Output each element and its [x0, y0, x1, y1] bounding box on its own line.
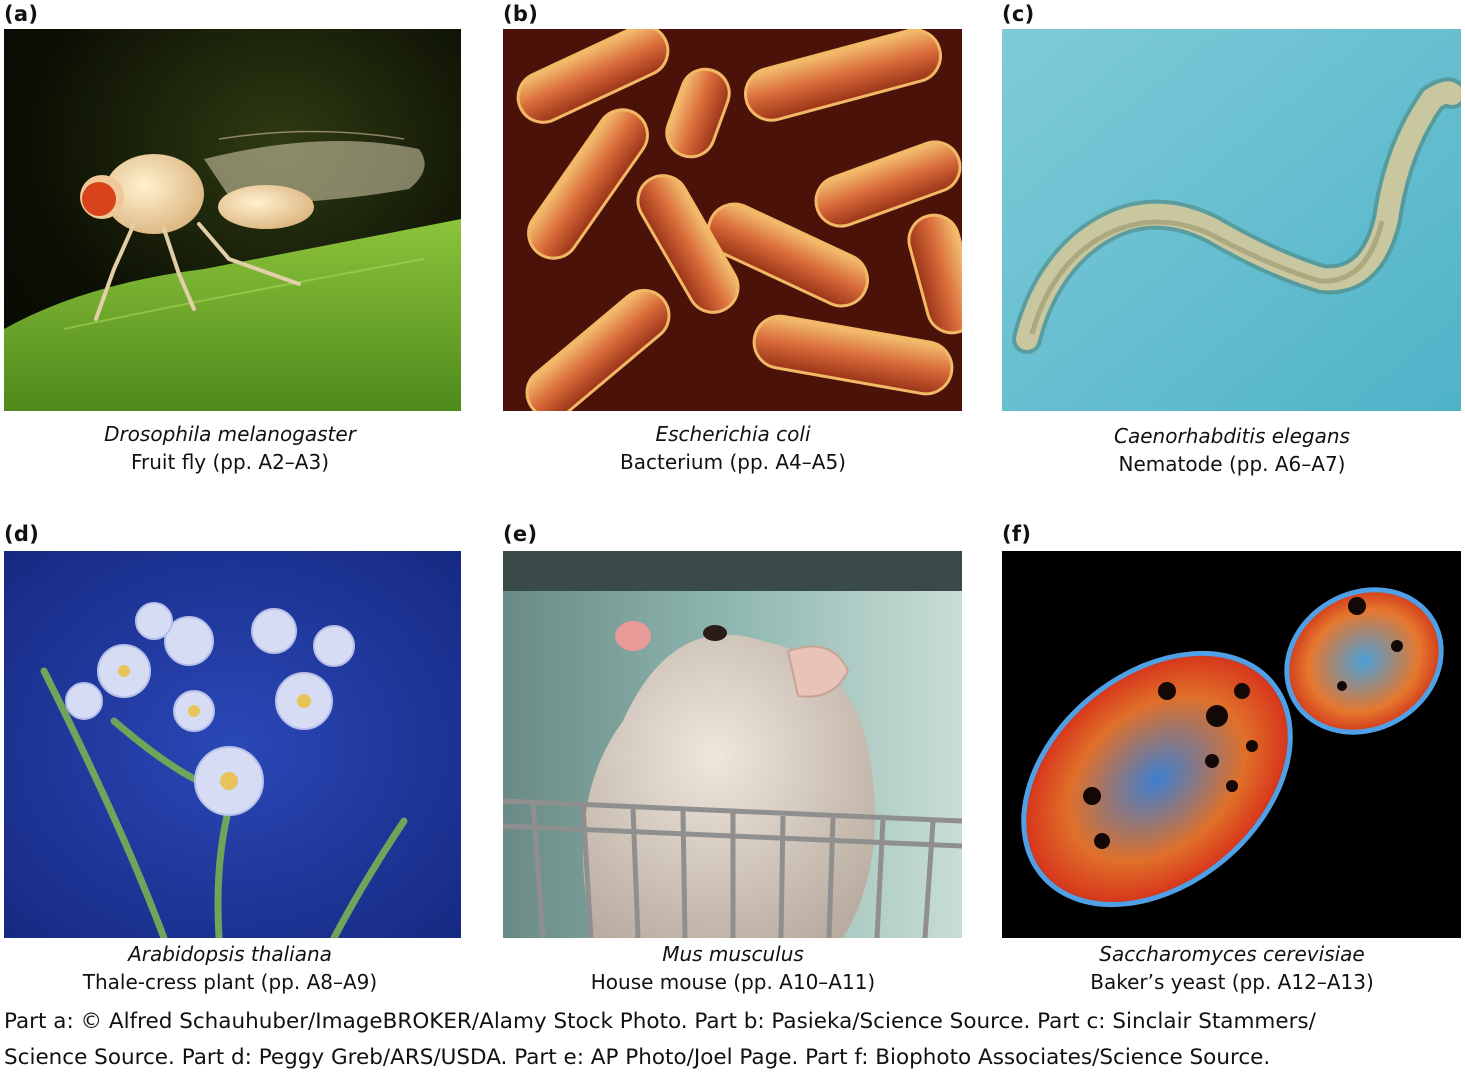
mouse-photo — [503, 551, 962, 938]
common-name: Fruit fly (pp. A2–A3) — [130, 450, 330, 474]
panel-label-a: (a) — [4, 2, 39, 26]
caption-c: Caenorhabditis elegans Nematode (pp. A6–… — [1002, 422, 1462, 478]
common-name: Baker’s yeast (pp. A12–A13) — [1090, 970, 1374, 994]
credits-line-1: Part a: © Alfred Schauhuber/ImageBROKER/… — [4, 1009, 1316, 1034]
panel-label-f: (f) — [1002, 522, 1032, 546]
nematode-photo — [1002, 29, 1461, 411]
scientific-name: Saccharomyces cerevisiae — [1099, 942, 1365, 966]
common-name: Nematode (pp. A6–A7) — [1118, 452, 1346, 476]
common-name: Thale-cress plant (pp. A8–A9) — [82, 970, 378, 994]
photo-credits: Part a: © Alfred Schauhuber/ImageBROKER/… — [4, 1004, 1464, 1076]
bacteria-photo — [503, 29, 962, 411]
scientific-name: Mus musculus — [662, 942, 804, 966]
yeast-photo — [1002, 551, 1461, 938]
caption-e: Mus musculus House mouse (pp. A10–A11) — [503, 940, 963, 996]
caption-b: Escherichia coli Bacterium (pp. A4–A5) — [503, 420, 963, 476]
common-name: House mouse (pp. A10–A11) — [590, 970, 876, 994]
scientific-name: Drosophila melanogaster — [104, 422, 356, 446]
credits-line-2: Science Source. Part d: Peggy Greb/ARS/U… — [4, 1045, 1271, 1070]
arabidopsis-photo — [4, 551, 461, 938]
panel-label-c: (c) — [1002, 2, 1035, 26]
scientific-name: Caenorhabditis elegans — [1114, 424, 1350, 448]
scientific-name: Arabidopsis thaliana — [128, 942, 332, 966]
panel-label-b: (b) — [503, 2, 539, 26]
caption-a: Drosophila melanogaster Fruit fly (pp. A… — [0, 420, 460, 476]
panel-label-d: (d) — [4, 522, 40, 546]
scientific-name: Escherichia coli — [655, 422, 811, 446]
fruit-fly-photo — [4, 29, 461, 411]
caption-d: Arabidopsis thaliana Thale-cress plant (… — [0, 940, 460, 996]
panel-label-e: (e) — [503, 522, 538, 546]
common-name: Bacterium (pp. A4–A5) — [620, 450, 846, 474]
caption-f: Saccharomyces cerevisiae Baker’s yeast (… — [1002, 940, 1462, 996]
